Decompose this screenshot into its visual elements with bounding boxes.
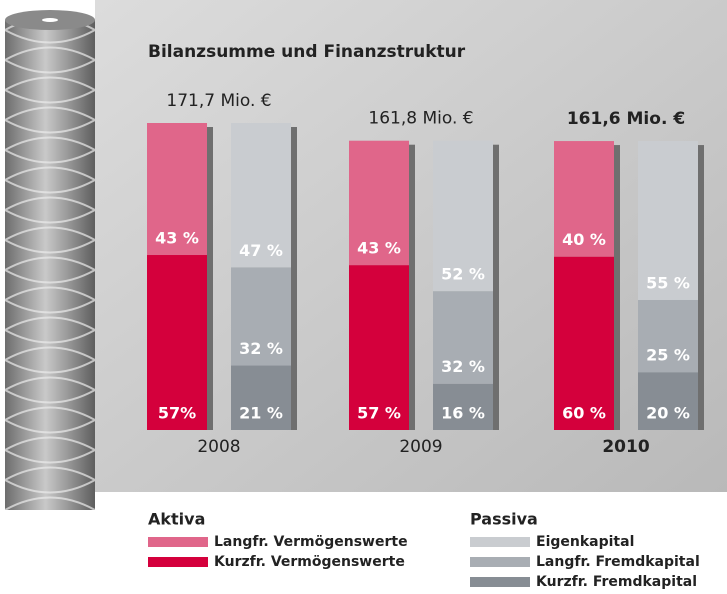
x-tick-label: 2009 (399, 437, 442, 457)
value-label: 47 % (239, 241, 283, 260)
value-label: 16 % (441, 404, 485, 423)
value-label: 57% (158, 404, 196, 423)
bar-shadow (409, 145, 415, 430)
page: {"chart_data": {"type": "grouped-stacked… (0, 0, 727, 594)
legend-label: Langfr. Vermögenswerte (214, 534, 408, 550)
legend-swatch (470, 537, 530, 547)
value-label: 55 % (646, 273, 690, 292)
value-label: 20 % (646, 404, 690, 423)
x-tick-label: 2010 (602, 437, 649, 457)
value-label: 40 % (562, 230, 606, 249)
bar-shadow (614, 145, 620, 430)
value-label: 25 % (646, 346, 690, 365)
chart: Bilanzsumme und Finanzstruktur 57% 43 % 21… (0, 0, 727, 594)
roll-core (42, 18, 58, 22)
value-label: 43 % (357, 239, 401, 258)
legend-swatch (148, 557, 208, 567)
legend-label: Langfr. Fremdkapital (536, 554, 700, 570)
value-label: 52 % (441, 265, 485, 284)
total-label: 161,6 Mio. € (567, 109, 685, 129)
roll-pattern (5, 20, 95, 510)
value-label: 32 % (239, 339, 283, 358)
value-label: 21 % (239, 404, 283, 423)
legend-label: Kurzfr. Fremdkapital (536, 574, 697, 590)
legend-swatch (470, 557, 530, 567)
legend-group-title: Passiva (470, 510, 538, 529)
value-label: 43 % (155, 229, 199, 248)
legend-swatch (148, 537, 208, 547)
legend-swatch (470, 577, 530, 587)
bar-shadow (698, 145, 704, 430)
value-label: 32 % (441, 357, 485, 376)
total-label: 171,7 Mio. € (166, 91, 271, 111)
value-label: 60 % (562, 404, 606, 423)
bar-shadow (291, 127, 297, 430)
bar-shadow (493, 145, 499, 430)
legend-group-title: Aktiva (148, 510, 205, 529)
chart-title: Bilanzsumme und Finanzstruktur (148, 42, 466, 62)
value-label: 57 % (357, 404, 401, 423)
bar-shadow (207, 127, 213, 430)
legend-label: Eigenkapital (536, 534, 634, 550)
x-tick-label: 2008 (197, 437, 240, 457)
legend-label: Kurzfr. Vermögenswerte (214, 554, 405, 570)
total-label: 161,8 Mio. € (368, 109, 473, 129)
